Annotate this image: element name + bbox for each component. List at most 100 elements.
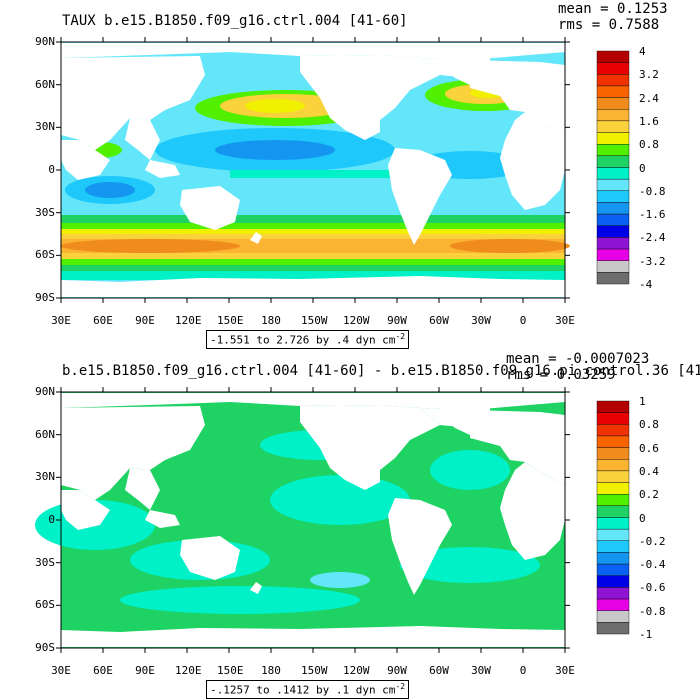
colorbar-swatch [596, 178, 630, 191]
colorbar-swatch [596, 260, 630, 273]
colorbar-swatch [596, 610, 630, 623]
lat-tick-label: 30N [35, 120, 55, 134]
south-america [388, 498, 452, 595]
bottom-colorbar [596, 400, 630, 635]
colorbar-swatch [596, 505, 630, 518]
north-america [300, 405, 440, 490]
natl-patch [430, 450, 510, 490]
antarctica-shelf [61, 626, 565, 642]
lon-tick-label: 90E [135, 664, 155, 677]
colorbar-swatch [596, 155, 630, 168]
colorbar-swatch [596, 575, 630, 588]
so-band-2 [61, 229, 565, 234]
pacific-easterly-core [215, 140, 335, 160]
africa [500, 112, 565, 210]
lon-tick-label: 90W [387, 664, 407, 677]
arctic-land [61, 43, 565, 60]
arabia-india [61, 140, 110, 180]
lon-tick-label: 120E [175, 314, 202, 327]
lon-tick-label: 30E [51, 314, 71, 327]
lon-tick-label: 150E [217, 664, 244, 677]
eurasia-east [420, 58, 565, 135]
lat-tick-label: 60S [35, 598, 55, 612]
antarctica [61, 292, 565, 297]
lon-tick-label: 60E [93, 664, 113, 677]
lat-tick-label: 90N [35, 35, 55, 48]
lon-tick-label: 90W [387, 314, 407, 327]
colorbar-label: -2.4 [639, 231, 666, 245]
top-rms-label: rms = 0.7588 [558, 17, 660, 33]
colorbar-swatch [596, 528, 630, 541]
colorbar-swatch [596, 447, 630, 460]
top-land-mask [61, 43, 565, 297]
colorbar-swatch [596, 213, 630, 226]
lon-tick-label: 180 [261, 314, 281, 327]
lat-tick-label: 30S [35, 555, 55, 569]
lat-tick-label: 90S [35, 291, 55, 304]
so-core-east [450, 239, 570, 253]
colorbar-swatch [596, 85, 630, 98]
colorbar-swatch [596, 412, 630, 425]
lat-tick-label: 0 [48, 163, 55, 176]
colorbar-swatch [596, 120, 630, 133]
lat-tick-label: 60N [35, 427, 55, 441]
lon-tick-label: 30W [471, 664, 491, 677]
indonesia [145, 160, 180, 178]
new-zealand [250, 582, 262, 594]
colorbar-swatch [596, 493, 630, 507]
bottom-range-box: -.1257 to .1412 by .1 dyn cm-2 [206, 680, 410, 699]
lon-tick-label: 0 [519, 314, 527, 327]
colorbar-swatch [596, 167, 630, 180]
colorbar-label: 0.2 [639, 488, 659, 502]
colorbar-label: -0.2 [639, 534, 666, 548]
colorbar-swatch [596, 74, 630, 87]
lat-tick-label: 60N [35, 77, 55, 91]
colorbar-label: 0.8 [639, 138, 659, 152]
australia [180, 186, 240, 230]
colorbar-label: -0.6 [639, 581, 666, 595]
colorbar-label: 0 [639, 511, 646, 525]
bottom-range-text: -.1257 to .1412 by .1 dyn cm [210, 683, 396, 697]
indonesia [145, 510, 180, 528]
top-range-box: -1.551 to 2.726 by .4 dyn cm-2 [206, 330, 410, 349]
colorbar-swatch [596, 132, 630, 145]
antarctica-shelf [61, 276, 565, 292]
arabia-india [61, 490, 110, 530]
lon-tick-label: 120W [343, 664, 370, 677]
eurasia-west [61, 406, 205, 500]
colorbar-label: -0.8 [639, 184, 666, 198]
colorbar-swatch [596, 225, 630, 238]
so-patch [120, 586, 360, 614]
so-band-3 [61, 234, 565, 239]
lon-tick-label: 180 [261, 664, 281, 677]
colorbar-label: -1 [639, 628, 653, 641]
lon-tick-label: 30E [555, 314, 575, 327]
colorbar-swatch [596, 470, 630, 483]
top-title: TAUX b.e15.B1850.f09_g16.ctrl.004 [41-60… [62, 13, 408, 29]
se-asia [125, 118, 160, 160]
colorbar-swatch [596, 587, 630, 600]
colorbar-swatch [596, 97, 630, 110]
colorbar-label: 0.4 [639, 464, 659, 478]
so-band-7 [61, 265, 565, 271]
australia [180, 536, 240, 580]
colorbar-swatch [596, 272, 630, 285]
lat-tick-label: 60S [35, 248, 55, 262]
colorbar-swatch [596, 598, 630, 611]
colorbar-swatch [596, 202, 630, 215]
bottom-land-mask [61, 393, 565, 647]
colorbar-swatch [596, 237, 630, 250]
colorbar-label: 1.6 [639, 114, 659, 128]
colorbar-swatch [596, 540, 630, 553]
lon-tick-label: 90E [135, 314, 155, 327]
lon-tick-label: 60E [93, 314, 113, 327]
greenland [440, 408, 490, 435]
colorbar-swatch [596, 552, 630, 565]
top-colorbar [596, 50, 630, 285]
south-america [388, 148, 452, 245]
colorbar-label: 0 [639, 161, 646, 175]
lon-tick-label: 150W [301, 664, 328, 677]
colorbar-swatch [596, 143, 630, 157]
bottom-range-exponent: -2 [395, 682, 406, 691]
so-band-5 [61, 253, 565, 259]
